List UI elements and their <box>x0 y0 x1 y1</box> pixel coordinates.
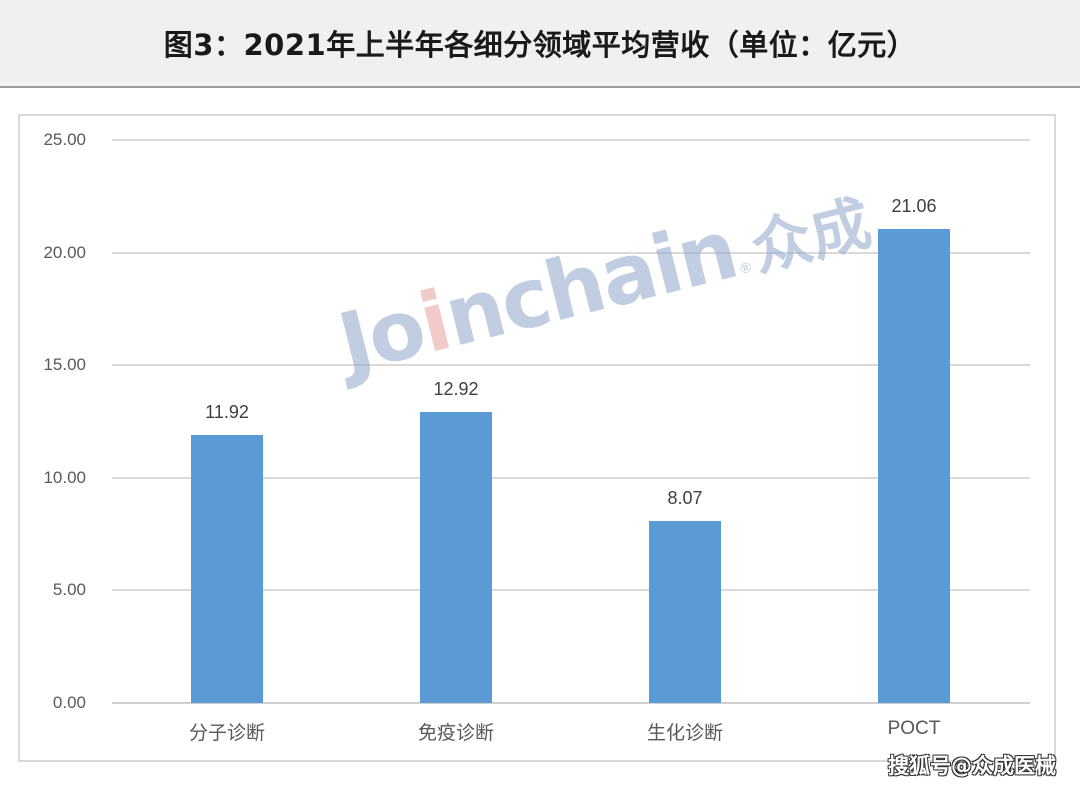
bar-value-label: 8.07 <box>667 488 703 509</box>
chart-title: 图3：2021年上半年各细分领域平均营收（单位：亿元） <box>163 28 917 62</box>
bar <box>420 412 492 703</box>
y-tick-label: 5.00 <box>52 580 86 600</box>
bar <box>878 228 950 703</box>
y-tick-label: 15.00 <box>43 355 86 375</box>
bar <box>191 434 263 703</box>
source-tag: 搜狐号@众成医械 <box>888 754 1056 778</box>
y-tick-label: 0.00 <box>52 693 86 712</box>
y-tick-label: 10.00 <box>43 467 86 487</box>
gridline <box>112 251 1030 254</box>
y-tick-label: 25.00 <box>43 130 86 149</box>
category-label: POCT <box>887 718 941 739</box>
title-bar: 图3：2021年上半年各细分领域平均营收（单位：亿元） <box>0 0 1080 88</box>
bar-value-label: 21.06 <box>891 195 937 216</box>
y-tick-label: 20.00 <box>43 242 86 262</box>
bar <box>649 521 721 703</box>
gridline <box>112 364 1030 367</box>
bar-value-label: 11.92 <box>205 401 249 422</box>
gridline <box>112 139 1030 141</box>
category-label: 免疫诊断 <box>417 722 494 744</box>
gridline <box>112 476 1030 479</box>
category-label: 分子诊断 <box>188 722 265 744</box>
x-axis-line <box>112 702 1030 704</box>
bar-value-label: 12.92 <box>433 379 479 400</box>
gridline <box>112 589 1030 592</box>
category-label: 生化诊断 <box>646 722 723 744</box>
